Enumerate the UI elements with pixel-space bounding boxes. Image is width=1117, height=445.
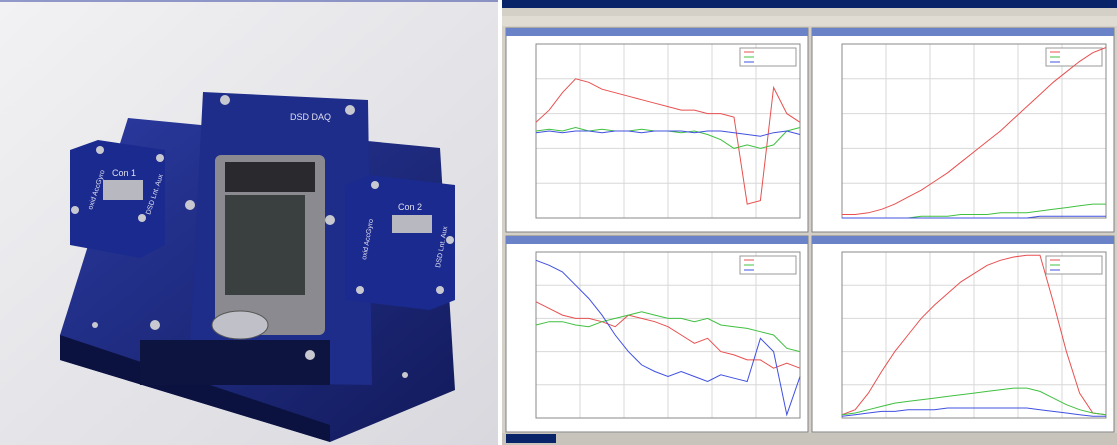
title-bar [502,0,1117,8]
block-front [140,340,330,385]
task-button[interactable] [506,434,556,443]
taskbar [502,433,1117,445]
page: Con 1 Con 2 DSD DAQ oxid AccGyro DSD Lnt… [0,0,1117,445]
pda-button [212,311,268,339]
composite: Con 1 Con 2 DSD DAQ oxid AccGyro DSD Lnt… [0,0,1117,445]
plot-title-bar [506,28,808,36]
photo: Con 1 Con 2 DSD DAQ oxid AccGyro DSD Lnt… [0,0,498,445]
pda-screen [225,195,305,295]
menu-bar [502,8,1117,16]
con-1-label: Con 1 [112,168,136,178]
connector-2 [392,215,432,233]
con-2-label: Con 2 [398,202,422,212]
plot-title-bar [506,236,808,244]
plot-title-bar [812,28,1114,36]
pda-top [225,162,315,192]
daq-label: DSD DAQ [290,112,331,122]
screenshot [502,0,1117,445]
connector-1 [103,180,143,200]
toolbar[interactable] [502,16,1117,26]
plot-title-bar [812,236,1114,244]
